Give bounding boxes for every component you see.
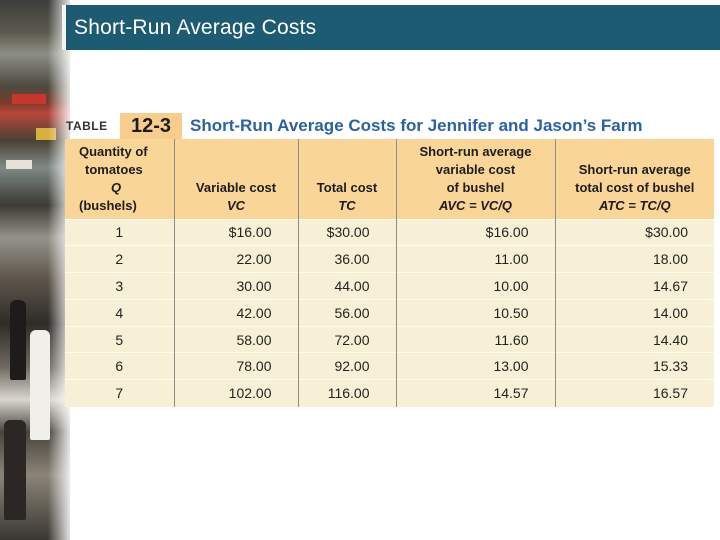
photo-fade xyxy=(48,0,70,540)
table-row: 3 30.00 44.00 10.00 14.67 xyxy=(65,272,714,300)
avc-cell: $16.00 xyxy=(395,218,555,246)
total-cost-cell: $30.00 xyxy=(297,218,396,246)
quantity-cell: 1 xyxy=(65,218,174,246)
header-symbol: ATC = TC/Q xyxy=(598,197,671,213)
atc-cell: 14.40 xyxy=(554,325,714,353)
atc-cell: 14.00 xyxy=(554,298,714,327)
header-variable-cost: Variable cost VC xyxy=(173,139,298,219)
variable-cost-cell: 102.00 xyxy=(173,379,298,407)
header-line: Short-run average xyxy=(578,161,691,177)
variable-cost-cell: 58.00 xyxy=(173,325,298,353)
header-line: tomatoes xyxy=(85,161,143,177)
slide-title-bar: Short-Run Average Costs xyxy=(62,5,720,50)
header-avc: Short-run average variable cost of bushe… xyxy=(395,139,555,219)
pedestrian-figure xyxy=(10,300,26,380)
pedestrian-figure xyxy=(4,420,26,520)
header-symbol: AVC = VC/Q xyxy=(438,197,513,213)
quantity-cell: 4 xyxy=(65,298,174,327)
quantity-cell: 7 xyxy=(65,379,174,407)
table-row: 7 102.00 116.00 14.57 16.57 xyxy=(65,379,714,407)
header-line: of bushel xyxy=(446,179,505,195)
total-cost-cell: 56.00 xyxy=(297,298,396,327)
header-line: Total cost xyxy=(316,179,378,195)
atc-cell: 18.00 xyxy=(554,245,714,273)
slide-title: Short-Run Average Costs xyxy=(74,15,317,39)
table-row: 1 $16.00 $30.00 $16.00 $30.00 xyxy=(65,218,714,246)
atc-cell: 15.33 xyxy=(554,352,714,380)
header-quantity: Quantity of tomatoes Q (bushels) xyxy=(65,139,174,219)
avc-cell: 14.57 xyxy=(395,379,555,407)
table-row: 5 58.00 72.00 11.60 14.40 xyxy=(65,325,714,353)
variable-cost-cell: $16.00 xyxy=(173,218,298,246)
variable-cost-cell: 78.00 xyxy=(173,352,298,380)
header-atc: Short-run average total cost of bushel A… xyxy=(554,139,714,219)
header-line: Variable cost xyxy=(195,179,277,195)
cost-table: Quantity of tomatoes Q (bushels) Variabl… xyxy=(65,139,714,407)
quantity-cell: 3 xyxy=(65,272,174,300)
quantity-cell: 2 xyxy=(65,245,174,273)
header-total-cost: Total cost TC xyxy=(297,139,396,219)
atc-cell: $30.00 xyxy=(554,218,714,246)
total-cost-cell: 116.00 xyxy=(297,379,396,407)
total-cost-cell: 72.00 xyxy=(297,325,396,353)
quantity-cell: 5 xyxy=(65,325,174,353)
header-symbol: Q xyxy=(111,179,122,195)
header-symbol: VC xyxy=(226,197,246,213)
avc-cell: 10.00 xyxy=(395,272,555,300)
table-label: TABLE xyxy=(66,119,108,133)
table-body: 1 $16.00 $30.00 $16.00 $30.00 2 22.00 36.00 11.0… xyxy=(65,218,714,407)
avc-cell: 10.50 xyxy=(395,298,555,327)
table-number: 12-3 xyxy=(120,113,182,139)
table-heading: TABLE 12-3 Short-Run Average Costs for J… xyxy=(62,113,720,139)
table-header-row: Quantity of tomatoes Q (bushels) Variabl… xyxy=(65,139,714,219)
atc-cell: 16.57 xyxy=(554,379,714,407)
table-row: 2 22.00 36.00 11.00 18.00 xyxy=(65,245,714,273)
total-cost-cell: 36.00 xyxy=(297,245,396,273)
avc-cell: 11.00 xyxy=(395,245,555,273)
shop-sign-decoration xyxy=(6,160,32,169)
pedestrian-figure xyxy=(30,330,50,440)
avc-cell: 11.60 xyxy=(395,325,555,353)
header-unit: (bushels) xyxy=(79,197,137,213)
table-row: 4 42.00 56.00 10.50 14.00 xyxy=(65,298,714,327)
header-line: Short-run average xyxy=(419,143,532,159)
variable-cost-cell: 30.00 xyxy=(173,272,298,300)
avc-cell: 13.00 xyxy=(395,352,555,380)
header-line: total cost of bushel xyxy=(575,179,695,195)
table-caption: Short-Run Average Costs for Jennifer and… xyxy=(190,116,643,135)
variable-cost-cell: 22.00 xyxy=(173,245,298,273)
shop-sign-decoration xyxy=(12,94,46,104)
header-symbol: TC xyxy=(338,197,356,213)
total-cost-cell: 92.00 xyxy=(297,352,396,380)
header-line: Quantity of xyxy=(79,143,148,159)
total-cost-cell: 44.00 xyxy=(297,272,396,300)
header-line: variable cost xyxy=(435,161,516,177)
variable-cost-cell: 42.00 xyxy=(173,298,298,327)
atc-cell: 14.67 xyxy=(554,272,714,300)
quantity-cell: 6 xyxy=(65,352,174,380)
table-row: 6 78.00 92.00 13.00 15.33 xyxy=(65,352,714,380)
